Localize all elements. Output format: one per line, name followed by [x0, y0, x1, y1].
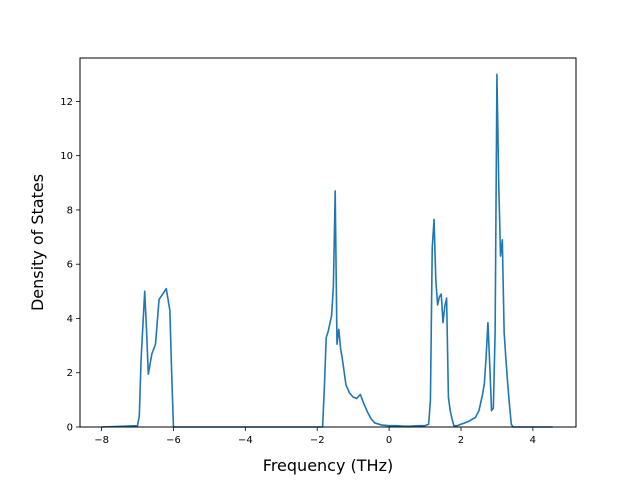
plot-background [80, 58, 576, 427]
plot-frame [79, 57, 577, 428]
x-axis-label: Frequency (THz) [263, 456, 393, 475]
y-tick-label: 10 [60, 151, 73, 162]
y-tick-label: 8 [67, 205, 73, 216]
y-tick-label: 2 [67, 368, 73, 379]
y-tick-label: 6 [67, 260, 73, 271]
x-tick-label: 2 [458, 435, 464, 446]
x-tick-label: −6 [166, 435, 181, 446]
x-axis-ticks: −8 −6 −4 −2 0 2 4 [94, 427, 536, 446]
y-axis-label: Density of States [28, 174, 47, 311]
x-tick-label: 4 [530, 435, 536, 446]
y-tick-label: 4 [67, 314, 73, 325]
x-tick-label: −2 [310, 435, 325, 446]
y-tick-label: 0 [67, 423, 73, 434]
x-tick-label: −4 [238, 435, 253, 446]
y-axis-ticks: 0 2 4 6 8 10 12 [60, 97, 80, 434]
x-tick-label: −8 [94, 435, 109, 446]
y-tick-label: 12 [60, 97, 73, 108]
x-tick-label: 0 [386, 435, 392, 446]
